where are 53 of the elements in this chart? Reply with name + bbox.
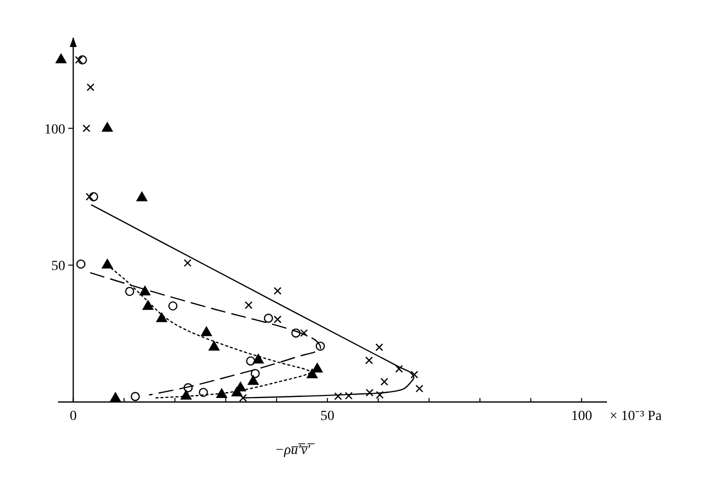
point [380,378,388,386]
point [248,375,259,385]
point [86,83,94,92]
point [82,124,90,132]
point [184,383,193,392]
point [142,300,154,310]
point [376,390,384,399]
point [208,341,220,351]
point [300,329,308,337]
point [201,326,212,336]
point [252,354,264,364]
point [140,286,150,296]
point [76,259,86,269]
point [250,368,260,378]
point [102,259,113,269]
x-tick-label: 100 [571,409,592,424]
point [216,388,228,398]
point [395,364,403,373]
point [316,342,325,351]
x-axis-title: −ρu̅′̅v̅′̅ [274,443,316,458]
point [86,192,94,201]
line-series [90,204,414,398]
point [366,388,374,397]
point [334,392,342,400]
point [156,312,168,322]
point [56,54,66,64]
point [130,392,140,402]
point [312,363,323,373]
point [410,370,418,379]
point [78,55,87,64]
x-tick-label: 0 [70,409,77,424]
point [136,192,148,202]
point [102,122,113,132]
point [239,394,247,402]
point [291,328,300,338]
point [74,56,83,64]
point [110,392,121,402]
point [88,192,98,202]
point [365,356,373,364]
x-tick-label: 50 [320,409,334,424]
point [416,384,424,392]
point [344,392,353,400]
point [246,356,256,366]
point [274,286,282,295]
point [168,301,178,311]
point [244,301,253,310]
point [232,386,242,396]
text: × 10⁻³ Pa [610,409,662,424]
point [306,368,318,378]
point [125,286,134,296]
point [184,259,192,267]
point [375,343,384,352]
point [198,388,208,397]
